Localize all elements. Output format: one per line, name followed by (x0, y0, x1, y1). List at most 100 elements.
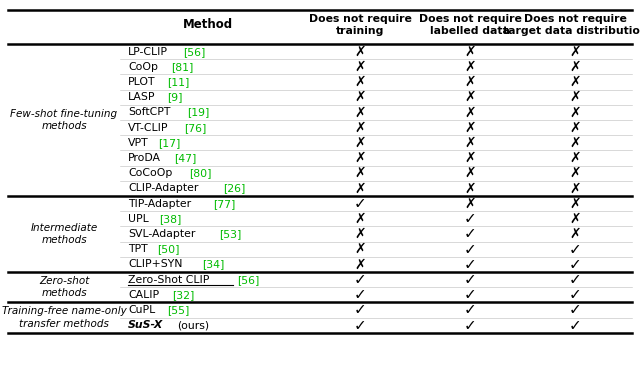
Text: ✗: ✗ (464, 181, 476, 195)
Text: PLOT: PLOT (128, 77, 156, 87)
Text: ✗: ✗ (464, 166, 476, 180)
Text: ✗: ✗ (354, 121, 366, 135)
Text: [34]: [34] (202, 259, 225, 269)
Text: ✗: ✗ (464, 90, 476, 104)
Text: [19]: [19] (187, 107, 209, 117)
Text: ✗: ✗ (464, 75, 476, 89)
Text: ✗: ✗ (464, 121, 476, 135)
Text: ✗: ✗ (569, 105, 581, 119)
Text: ✗: ✗ (569, 166, 581, 180)
Text: ✓: ✓ (354, 302, 366, 318)
Text: Few-shot fine-tuning
methods: Few-shot fine-tuning methods (10, 109, 118, 131)
Text: ProDA: ProDA (128, 153, 161, 163)
Text: ✗: ✗ (569, 212, 581, 226)
Text: [38]: [38] (159, 214, 181, 224)
Text: VT-CLIP: VT-CLIP (128, 123, 168, 132)
Text: ✗: ✗ (569, 197, 581, 210)
Text: ✓: ✓ (354, 287, 366, 302)
Text: ✗: ✗ (569, 90, 581, 104)
Text: ✗: ✗ (354, 75, 366, 89)
Text: [56]: [56] (184, 47, 206, 57)
Text: SVL-Adapter: SVL-Adapter (128, 229, 195, 239)
Text: ✓: ✓ (568, 242, 581, 257)
Text: ✓: ✓ (463, 287, 476, 302)
Text: ✗: ✗ (354, 136, 366, 150)
Text: Training-free name-only
transfer methods: Training-free name-only transfer methods (2, 307, 126, 329)
Text: CoOp: CoOp (128, 62, 158, 72)
Text: CuPL: CuPL (128, 305, 156, 315)
Text: ✓: ✓ (568, 257, 581, 272)
Text: (ours): (ours) (177, 320, 210, 330)
Text: Intermediate
methods: Intermediate methods (30, 223, 98, 245)
Text: LP-CLIP: LP-CLIP (128, 47, 168, 57)
Text: ✗: ✗ (354, 105, 366, 119)
Text: CALIP: CALIP (128, 290, 159, 300)
Text: SoftCPT: SoftCPT (128, 107, 170, 117)
Text: Does not require
target data distribution: Does not require target data distributio… (502, 14, 640, 36)
Text: ✗: ✗ (354, 257, 366, 272)
Text: [50]: [50] (157, 244, 180, 254)
Text: [81]: [81] (171, 62, 193, 72)
Text: Does not require
labelled data: Does not require labelled data (419, 14, 522, 36)
Text: Zero-shot
methods: Zero-shot methods (39, 276, 89, 298)
Text: ✓: ✓ (568, 272, 581, 287)
Text: ✓: ✓ (463, 226, 476, 241)
Text: CLIP-Adapter: CLIP-Adapter (128, 183, 198, 194)
Text: ✓: ✓ (463, 302, 476, 318)
Text: [56]: [56] (237, 275, 259, 284)
Text: ✗: ✗ (464, 151, 476, 165)
Text: [9]: [9] (168, 92, 183, 102)
Text: ✗: ✗ (464, 197, 476, 210)
Text: ✗: ✗ (354, 181, 366, 195)
Text: ✗: ✗ (569, 45, 581, 59)
Text: ✗: ✗ (464, 60, 476, 74)
Text: ✗: ✗ (354, 212, 366, 226)
Text: CoCoOp: CoCoOp (128, 168, 172, 178)
Text: ✗: ✗ (354, 45, 366, 59)
Text: [53]: [53] (219, 229, 241, 239)
Text: Does not require
training: Does not require training (308, 14, 412, 36)
Text: ✓: ✓ (463, 242, 476, 257)
Text: ✗: ✗ (354, 151, 366, 165)
Text: ✓: ✓ (354, 272, 366, 287)
Text: [32]: [32] (172, 290, 195, 300)
Text: TIP-Adapter: TIP-Adapter (128, 199, 191, 209)
Text: VPT: VPT (128, 138, 148, 148)
Text: [77]: [77] (214, 199, 236, 209)
Text: ✗: ✗ (569, 136, 581, 150)
Text: SuS-X: SuS-X (128, 320, 163, 330)
Text: ✓: ✓ (568, 287, 581, 302)
Text: ✗: ✗ (354, 227, 366, 241)
Text: ✗: ✗ (569, 75, 581, 89)
Text: ✗: ✗ (569, 151, 581, 165)
Text: ✓: ✓ (354, 318, 366, 333)
Text: Zero-Shot CLIP: Zero-Shot CLIP (128, 275, 209, 284)
Text: ✗: ✗ (354, 60, 366, 74)
Text: ✗: ✗ (569, 227, 581, 241)
Text: [55]: [55] (167, 305, 189, 315)
Text: CLIP+SYN: CLIP+SYN (128, 259, 182, 269)
Text: ✓: ✓ (463, 318, 476, 333)
Text: ✓: ✓ (463, 257, 476, 272)
Text: ✓: ✓ (354, 196, 366, 211)
Text: ✓: ✓ (568, 318, 581, 333)
Text: LASP: LASP (128, 92, 156, 102)
Text: [11]: [11] (168, 77, 190, 87)
Text: [26]: [26] (223, 183, 245, 194)
Text: ✓: ✓ (463, 211, 476, 226)
Text: ✗: ✗ (569, 60, 581, 74)
Text: ✗: ✗ (464, 45, 476, 59)
Text: [17]: [17] (159, 138, 181, 148)
Text: ✓: ✓ (568, 302, 581, 318)
Text: ✗: ✗ (464, 136, 476, 150)
Text: ✗: ✗ (354, 242, 366, 256)
Text: ✗: ✗ (354, 90, 366, 104)
Text: ✗: ✗ (464, 105, 476, 119)
Text: ✗: ✗ (569, 121, 581, 135)
Text: ✗: ✗ (569, 181, 581, 195)
Text: UPL: UPL (128, 214, 148, 224)
Text: [76]: [76] (184, 123, 207, 132)
Text: [80]: [80] (189, 168, 212, 178)
Text: ✗: ✗ (354, 166, 366, 180)
Text: ✓: ✓ (463, 272, 476, 287)
